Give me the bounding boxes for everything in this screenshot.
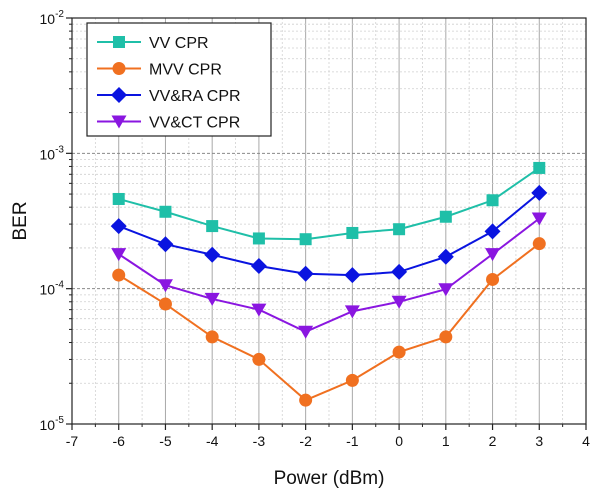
x-tick-label: 1	[442, 433, 450, 449]
x-tick-label: -4	[206, 433, 219, 449]
data-point	[485, 248, 501, 262]
data-point	[251, 303, 267, 317]
legend: VV CPR MVV CPR VV&RA CPR VV&CT CPR	[86, 22, 272, 137]
data-point	[206, 220, 219, 233]
data-point	[486, 194, 499, 207]
data-point	[157, 236, 174, 253]
legend-marker	[112, 62, 126, 75]
data-point	[298, 325, 314, 339]
data-point	[344, 267, 361, 284]
y-axis-title: BER	[10, 201, 31, 240]
data-point	[204, 246, 221, 263]
legend-label: MVV CPR	[149, 62, 222, 79]
y-tick-label: 10-5	[40, 415, 65, 433]
x-tick-label: -3	[253, 433, 266, 449]
data-point	[393, 223, 406, 236]
y-tick-label: 10-2	[40, 9, 65, 27]
data-point	[205, 330, 219, 344]
data-point	[157, 279, 173, 293]
data-point	[486, 272, 500, 286]
data-point	[532, 237, 546, 251]
data-point	[438, 283, 454, 297]
legend-entry: MVV CPR	[97, 62, 222, 79]
data-point	[484, 223, 501, 240]
data-point	[392, 345, 406, 359]
legend-entry: VV&RA CPR	[97, 87, 241, 105]
series-1	[112, 161, 546, 246]
y-tick-label: 10-3	[40, 144, 65, 162]
data-point	[346, 226, 359, 239]
x-tick-label: -2	[299, 433, 312, 449]
y-tick-label: 10-4	[40, 280, 65, 298]
data-point	[344, 305, 360, 319]
data-point	[111, 248, 127, 262]
data-point	[439, 210, 452, 223]
series-2	[112, 237, 546, 407]
series-3	[110, 184, 548, 284]
x-tick-label: 2	[489, 433, 497, 449]
axis-ticks: -7 -6 -5 -4 -3 -2 -1 0 1 2 3 4 10-5 10-4 10-3 10-2	[40, 9, 591, 449]
data-point	[110, 218, 127, 235]
data-point	[112, 268, 126, 282]
legend-entry: VV CPR	[97, 35, 209, 52]
legend-label: VV CPR	[149, 35, 209, 52]
legend-entry: VV&CT CPR	[97, 115, 240, 132]
data-point	[299, 233, 312, 246]
legend-marker	[113, 36, 125, 48]
data-point	[297, 265, 314, 282]
x-axis-title: Power (dBm)	[274, 468, 385, 489]
data-point	[391, 263, 408, 280]
data-point	[159, 205, 172, 218]
series-line	[118, 167, 540, 241]
data-point	[204, 292, 220, 306]
x-tick-label: 4	[582, 433, 590, 449]
x-tick-label: -6	[113, 433, 126, 449]
data-point	[533, 161, 546, 174]
legend-label: VV&RA CPR	[149, 88, 241, 105]
x-tick-label: 3	[535, 433, 543, 449]
data-point	[250, 258, 267, 275]
data-point	[299, 393, 313, 407]
data-point	[437, 248, 454, 265]
data-point	[252, 352, 266, 366]
series	[110, 161, 548, 407]
x-tick-label: -1	[346, 433, 359, 449]
series-line	[118, 192, 540, 277]
series-4	[111, 212, 547, 339]
legend-marker	[111, 87, 127, 103]
data-point	[252, 232, 265, 245]
x-tick-label: -5	[159, 433, 172, 449]
data-point	[531, 184, 548, 201]
data-point	[158, 297, 172, 311]
data-point	[391, 295, 407, 309]
data-point	[112, 192, 125, 205]
x-tick-label: -7	[66, 433, 79, 449]
data-point	[345, 373, 359, 387]
x-tick-label: 0	[395, 433, 403, 449]
legend-marker	[111, 115, 127, 129]
series-line	[118, 217, 540, 333]
series-line	[118, 242, 540, 402]
data-point	[531, 212, 547, 226]
legend-label: VV&CT CPR	[149, 115, 240, 132]
data-point	[439, 330, 453, 344]
